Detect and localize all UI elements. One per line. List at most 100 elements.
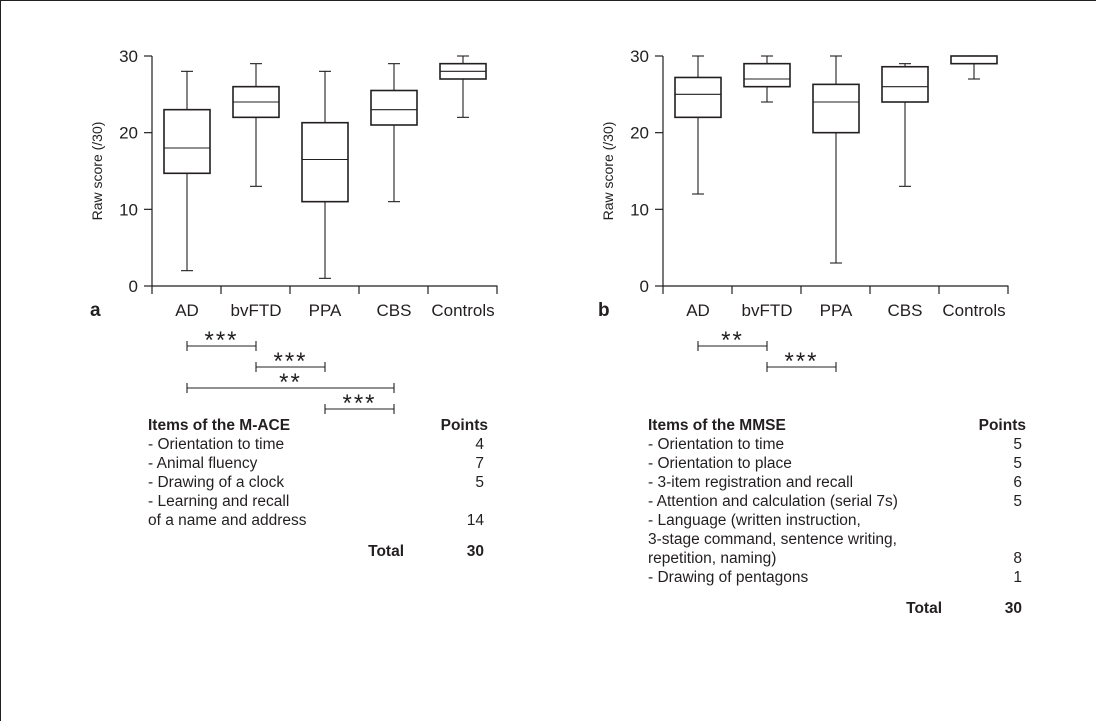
table-total-row: Total 30 (148, 542, 488, 561)
table-row-item: - Attention and calculation (serial 7s) (648, 493, 898, 510)
mmse-items-table: Items of the MMSE Points - Orientation t… (648, 416, 1026, 618)
y-tick-label: 10 (119, 200, 138, 219)
significance-bracket: ** (186, 369, 395, 396)
y-axis-label: Raw score (/30) (600, 122, 616, 221)
table-row: - 3-item registration and recall 6 (648, 473, 1026, 492)
box-iqr (743, 62, 791, 88)
table-row-item: - Animal fluency (148, 455, 258, 472)
table-row-item: repetition, naming) (648, 550, 777, 567)
y-axis-label: Raw score (/30) (89, 122, 105, 221)
table-row: repetition, naming) 8 (648, 549, 1026, 568)
significance-bracket: *** (324, 390, 395, 417)
box-iqr (163, 108, 211, 175)
table-row-item: - Learning and recall (148, 493, 290, 510)
table-row-item: - Orientation to time (148, 436, 285, 453)
table-row-points: 8 (1013, 550, 1022, 567)
x-tick-label: Controls (431, 301, 494, 320)
table-row: - Orientation to time 5 (648, 435, 1026, 454)
table-row-points: 7 (475, 455, 484, 472)
table-row-item: - Language (written instruction, (648, 512, 861, 529)
panel-letter: b (598, 300, 610, 321)
significance-bracket: *** (186, 327, 257, 354)
x-tick-label: PPA (820, 301, 853, 320)
x-tick-label: CBS (888, 301, 923, 320)
box-PPA (812, 55, 860, 264)
table-row-item: 3-stage command, sentence writing, (648, 531, 897, 548)
table-row: of a name and address 14 (148, 511, 488, 530)
box-bvFTD (743, 55, 791, 103)
table-row-points: 6 (1013, 474, 1022, 491)
table-header: Items of the M-ACE Points (148, 416, 488, 435)
chart-panel-a: 0 10 20 30 Raw score (/30) AD bvFTD PPA CBS Contr… (89, 47, 498, 417)
table-row: - Learning and recall (148, 492, 488, 511)
x-tick-label: AD (686, 301, 710, 320)
y-tick-label: 30 (630, 47, 649, 66)
y-tick-label: 30 (119, 47, 138, 66)
table-row-points: 5 (475, 474, 484, 491)
box-iqr (950, 55, 998, 65)
y-tick-label: 0 (129, 277, 138, 296)
table-row-points: 5 (1013, 436, 1022, 453)
box-bvFTD (232, 63, 280, 187)
x-tick-label: AD (175, 301, 199, 320)
x-tick-label: CBS (377, 301, 412, 320)
table-row-item: - Drawing of a clock (148, 474, 285, 491)
table-header-points: Points (978, 417, 1026, 434)
table-header-items: Items of the M-ACE (148, 417, 291, 434)
table-row-item: - 3-item registration and recall (648, 474, 854, 491)
x-tick-label: PPA (309, 301, 342, 320)
table-row: 3-stage command, sentence writing, (648, 530, 1026, 549)
table-total-row: Total 30 (648, 599, 1026, 618)
table-row: - Drawing of pentagons 1 (648, 568, 1026, 587)
table-total-value: 30 (1004, 600, 1022, 617)
significance-bracket: ** (697, 327, 768, 354)
mace-items-table: Items of the M-ACE Points - Orientation … (148, 416, 488, 561)
table-row-points: 5 (1013, 493, 1022, 510)
significance-label: *** (204, 327, 238, 354)
y-tick-label: 20 (119, 124, 138, 143)
y-tick-label: 10 (630, 200, 649, 219)
table-row: - Orientation to time 4 (148, 435, 488, 454)
chart-panel-b: 0 10 20 30 Raw score (/30) AD bvFTD PPA CBS Contr… (598, 47, 1009, 375)
table-row: - Attention and calculation (serial 7s) 5 (648, 492, 1026, 511)
table-total-value: 30 (466, 543, 484, 560)
y-tick-label: 0 (640, 277, 649, 296)
table-header-points: Points (440, 417, 488, 434)
box-CBS (370, 63, 418, 203)
table-header-items: Items of the MMSE (648, 417, 786, 434)
table-row-item: - Drawing of pentagons (648, 569, 809, 586)
x-tick-label: Controls (942, 301, 1005, 320)
box-Controls (439, 55, 487, 118)
table-row-points: 5 (1013, 455, 1022, 472)
box-Controls (950, 55, 998, 80)
table-row-item: - Orientation to place (648, 455, 792, 472)
box-PPA (301, 70, 349, 279)
table-rows: - Orientation to time 4- Animal fluency 7-… (148, 435, 488, 530)
significance-bracket: *** (255, 348, 326, 375)
significance-label: *** (342, 390, 376, 417)
x-tick-label: bvFTD (742, 301, 793, 320)
table-row: - Drawing of a clock 5 (148, 473, 488, 492)
table-row: - Language (written instruction, (648, 511, 1026, 530)
y-tick-label: 20 (630, 124, 649, 143)
table-rows: - Orientation to time 5 - Orientation to p… (648, 435, 1026, 587)
table-row-item: - Orientation to time (648, 436, 785, 453)
significance-label: *** (273, 348, 307, 375)
box-iqr (812, 83, 860, 134)
table-row-points: 1 (1013, 569, 1022, 586)
box-AD (163, 70, 211, 272)
box-iqr (674, 76, 722, 119)
significance-label: ** (721, 327, 744, 354)
table-row-item: of a name and address (148, 512, 307, 529)
table-row-points: 4 (475, 436, 484, 453)
x-tick-label: bvFTD (231, 301, 282, 320)
table-row: - Animal fluency 7 (148, 454, 488, 473)
significance-label: *** (784, 348, 818, 375)
table-header: Items of the MMSE Points (648, 416, 1026, 435)
significance-bracket: *** (766, 348, 837, 375)
table-row-points: 14 (466, 512, 484, 529)
significance-label: ** (279, 369, 302, 396)
table-total-label: Total (368, 543, 404, 560)
panel-letter: a (90, 300, 101, 321)
